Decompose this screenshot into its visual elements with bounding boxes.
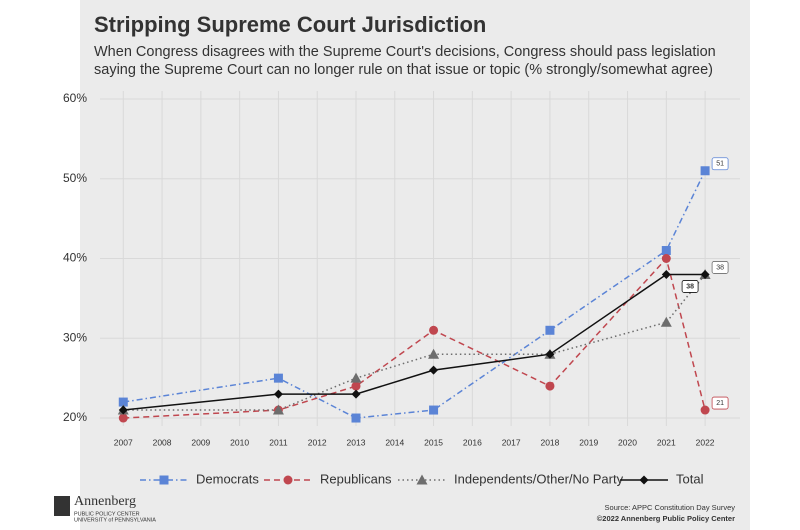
x-tick-label: 2021 [657,437,676,447]
logo: Annenberg PUBLIC POLICY CENTER UNIVERSIT… [54,494,156,523]
legend-marker [283,475,293,485]
end-label: 51 [716,161,724,168]
marker [351,413,361,423]
legend-marker [416,474,428,485]
x-tick-label: 2010 [230,437,249,447]
copyright: ©2022 Annenberg Public Policy Center [597,514,735,523]
marker [272,404,284,415]
marker [545,349,555,359]
legend-marker [639,475,649,485]
marker [545,325,555,335]
marker [660,316,672,327]
marker [700,405,710,415]
x-tick-label: 2019 [579,437,598,447]
x-tick-label: 2016 [463,437,482,447]
logo-text: Annenberg [74,494,136,509]
marker [351,381,361,391]
panel-background [80,0,750,530]
marker [429,325,439,335]
x-tick-label: 2020 [618,437,637,447]
chart-title: Stripping Supreme Court Jurisdiction [94,12,486,37]
x-tick-label: 2022 [696,437,715,447]
x-tick-label: 2011 [269,437,288,447]
marker [661,269,671,279]
chart-subtitle: saying the Supreme Court can no longer r… [94,62,713,78]
x-tick-label: 2008 [153,437,172,447]
logo-sub: PUBLIC POLICY CENTER [74,511,140,517]
x-tick-label: 2007 [114,437,133,447]
legend-marker [159,475,169,485]
end-label: 38 [686,283,694,290]
marker [661,246,671,256]
marker [429,405,439,415]
end-label-box [711,396,729,410]
legend-label: Republicans [320,471,392,486]
marker [351,389,361,399]
marker [118,405,128,415]
x-tick-label: 2018 [540,437,559,447]
marker [428,348,440,359]
y-tick-label: 40% [63,251,87,265]
legend-label: Total [676,471,704,486]
x-tick-label: 2009 [191,437,210,447]
marker [429,365,439,375]
end-label: 21 [716,400,724,407]
marker [118,397,128,407]
end-label-box [681,280,699,293]
marker [118,413,128,423]
chart-subtitle: When Congress disagrees with the Supreme… [94,44,716,60]
legend-label: Democrats [196,471,259,486]
x-tick-label: 2013 [347,437,366,447]
logo-sub: UNIVERSITY of PENNSYLVANIA [74,517,156,523]
y-tick-label: 50% [63,171,87,185]
legend-label: Independents/Other/No Party [454,471,624,486]
y-tick-label: 20% [63,410,87,424]
marker [700,269,710,279]
y-tick-label: 60% [63,91,87,105]
end-label-box [711,157,729,171]
end-label: 38 [716,264,724,271]
end-label-box [711,261,729,274]
y-tick-label: 30% [63,330,87,344]
x-tick-label: 2015 [424,437,443,447]
marker [661,254,671,263]
x-tick-label: 2014 [385,437,404,447]
marker [700,166,710,176]
logo-shield [54,496,70,516]
marker [273,389,283,399]
x-tick-label: 2012 [308,437,327,447]
marker [350,372,362,383]
marker [545,381,555,391]
source-note: Source: APPC Constitution Day Survey [605,503,736,512]
marker [273,373,283,383]
x-tick-label: 2017 [502,437,521,447]
